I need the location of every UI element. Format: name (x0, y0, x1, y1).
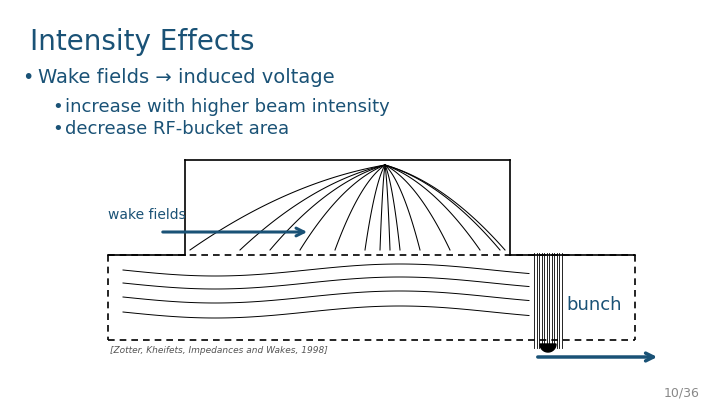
Text: wake fields: wake fields (108, 208, 186, 222)
Text: •: • (52, 98, 63, 116)
Text: Wake fields → induced voltage: Wake fields → induced voltage (38, 68, 335, 87)
Text: decrease RF-bucket area: decrease RF-bucket area (65, 120, 289, 138)
Text: bunch: bunch (566, 296, 621, 314)
Text: •: • (22, 68, 33, 87)
Text: [Zotter, Kheifets, Impedances and Wakes, 1998]: [Zotter, Kheifets, Impedances and Wakes,… (110, 346, 328, 355)
Polygon shape (540, 344, 556, 352)
Text: increase with higher beam intensity: increase with higher beam intensity (65, 98, 390, 116)
Text: Intensity Effects: Intensity Effects (30, 28, 254, 56)
Text: 10/36: 10/36 (664, 387, 700, 400)
Text: •: • (52, 120, 63, 138)
